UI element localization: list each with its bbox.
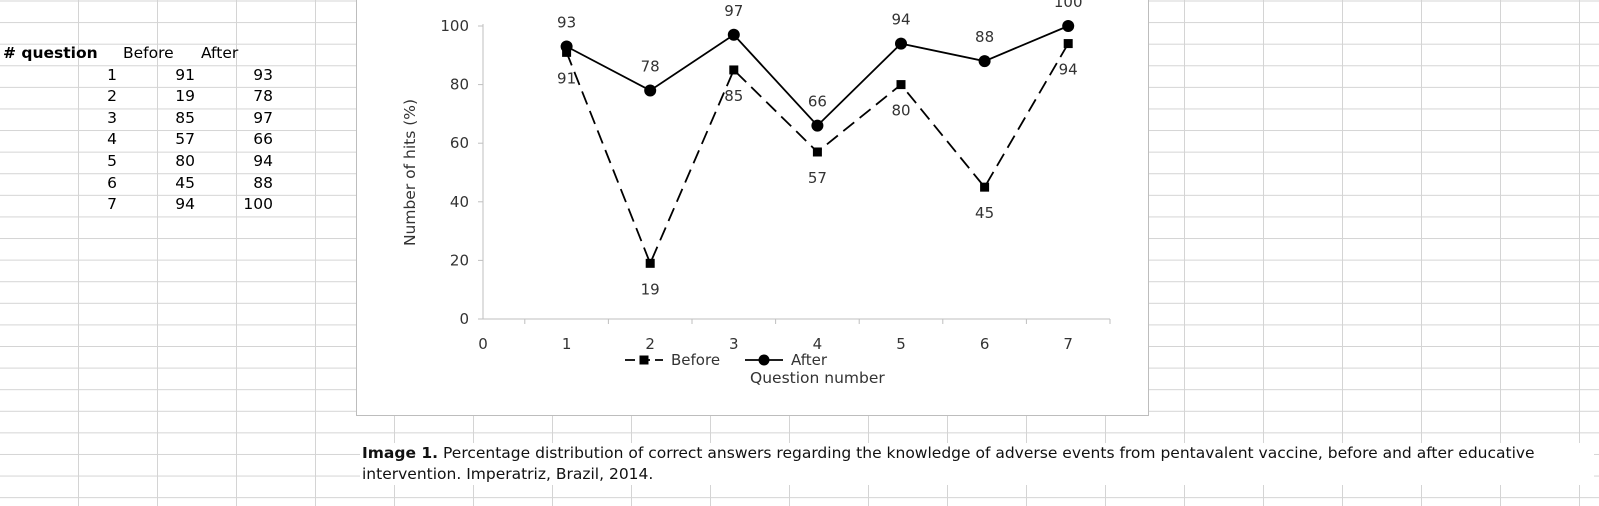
- data-label-before: 91: [557, 69, 576, 87]
- data-label-after: 93: [557, 14, 576, 32]
- data-label-before: 94: [1059, 61, 1078, 79]
- data-point-after: [560, 40, 573, 53]
- legend-label-after: After: [791, 351, 828, 369]
- x-tick-label: 5: [896, 335, 906, 353]
- data-point-before: [896, 80, 906, 90]
- data-point-before: [812, 147, 822, 157]
- legend-label-before: Before: [671, 351, 720, 369]
- figure-caption: Image 1. Percentage distribution of corr…: [360, 443, 1594, 485]
- table-cell[interactable]: 6: [107, 173, 117, 192]
- data-point-after: [644, 84, 657, 97]
- data-point-after: [727, 28, 740, 41]
- table-cell[interactable]: 4: [107, 130, 117, 149]
- table-row: 5 80 94: [0, 151, 276, 173]
- x-tick-label: 2: [645, 335, 655, 353]
- table-row: 2 19 78: [0, 86, 276, 108]
- table-cell[interactable]: 85: [175, 108, 195, 127]
- table-cell[interactable]: 93: [253, 65, 273, 84]
- column-header-after[interactable]: After: [201, 44, 239, 62]
- y-tick-label: 40: [450, 193, 469, 211]
- table-cell[interactable]: 88: [253, 173, 273, 192]
- legend-marker-after: [758, 354, 770, 366]
- y-tick-label: 0: [459, 310, 469, 328]
- data-label-before: 19: [641, 280, 660, 298]
- table-cell[interactable]: 45: [175, 173, 195, 192]
- y-tick-label: 60: [450, 134, 469, 152]
- table-cell[interactable]: 19: [175, 87, 195, 106]
- caption-label: Image 1.: [362, 444, 439, 462]
- caption-text: Percentage distribution of correct answe…: [362, 444, 1535, 483]
- table-cell[interactable]: 66: [253, 130, 273, 149]
- data-label-before: 85: [724, 87, 743, 105]
- table-cell[interactable]: 2: [107, 87, 117, 106]
- table-cell[interactable]: 97: [253, 108, 273, 127]
- table-cell[interactable]: 80: [175, 151, 195, 170]
- x-tick-label: 3: [729, 335, 739, 353]
- data-point-after: [1062, 20, 1075, 32]
- table-cell[interactable]: 5: [107, 151, 117, 170]
- data-label-before: 45: [975, 204, 994, 222]
- table-cell[interactable]: 94: [253, 151, 273, 170]
- table-row: 1 91 93: [0, 65, 276, 87]
- table-cell[interactable]: 7: [107, 195, 117, 214]
- data-point-before: [645, 258, 655, 268]
- x-tick-label: 7: [1063, 335, 1073, 353]
- data-point-before: [1063, 39, 1073, 49]
- y-axis-title: Number of hits (%): [401, 99, 419, 246]
- table-cell[interactable]: 78: [253, 87, 273, 106]
- data-label-after: 66: [808, 93, 827, 111]
- y-tick-label: 80: [450, 76, 469, 94]
- table-cell[interactable]: 1: [107, 65, 117, 84]
- x-tick-label: 0: [478, 335, 488, 353]
- data-label-after: 100: [1054, 0, 1083, 11]
- table-header-row: # question Before After: [0, 43, 276, 65]
- data-point-after: [978, 55, 991, 68]
- table-row: 7 94 100: [0, 194, 276, 216]
- column-header-question[interactable]: # question: [3, 44, 98, 62]
- x-tick-label: 6: [980, 335, 990, 353]
- data-point-before: [980, 182, 990, 192]
- x-tick-label: 4: [813, 335, 823, 353]
- table-cell[interactable]: 94: [175, 195, 195, 214]
- y-tick-label: 20: [450, 251, 469, 269]
- column-header-before[interactable]: Before: [123, 44, 174, 62]
- data-label-after: 97: [724, 2, 743, 20]
- chart-object[interactable]: 0 20 40 60 80 100 0 1 2 3 4 5 6 7 Question number Numbe…: [356, 0, 1149, 416]
- y-tick-label: 100: [440, 17, 469, 35]
- data-label-after: 94: [891, 11, 910, 29]
- legend-marker-before: [639, 355, 649, 365]
- data-label-after: 88: [975, 28, 994, 46]
- data-table: # question Before After 1 91 93 2 19 78 …: [0, 43, 276, 216]
- x-axis-title: Question number: [750, 369, 885, 387]
- table-row: 3 85 97: [0, 108, 276, 130]
- table-cell[interactable]: 3: [107, 108, 117, 127]
- table-cell[interactable]: 57: [175, 130, 195, 149]
- data-point-before: [729, 65, 739, 75]
- data-label-before: 57: [808, 169, 827, 187]
- data-point-after: [811, 119, 824, 132]
- table-row: 4 57 66: [0, 129, 276, 151]
- x-tick-label: 1: [562, 335, 572, 353]
- data-point-after: [895, 37, 907, 50]
- data-label-after: 78: [641, 57, 660, 75]
- table-cell[interactable]: 91: [175, 65, 195, 84]
- data-label-before: 80: [891, 102, 910, 120]
- table-row: 6 45 88: [0, 173, 276, 195]
- table-cell[interactable]: 100: [243, 195, 273, 214]
